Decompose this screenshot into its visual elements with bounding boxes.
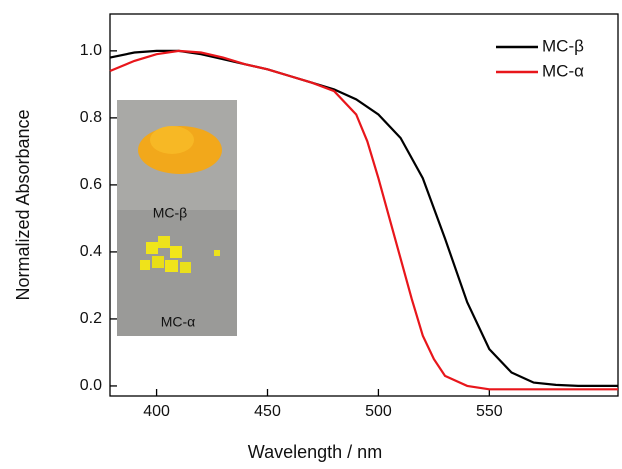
inset-photo: MC-β MC-α	[117, 100, 237, 336]
y-tick-label: 0.0	[80, 377, 102, 394]
inset-label: MC-α	[161, 314, 196, 330]
y-tick-label: 0.2	[80, 310, 102, 327]
y-tick-label: 0.4	[80, 243, 102, 260]
x-axis-label: Wavelength / nm	[248, 442, 382, 462]
y-tick-label: 1.0	[80, 42, 102, 59]
plot-frame	[109, 13, 619, 397]
y-tick-label: 0.6	[80, 176, 102, 193]
x-tick-label: 550	[476, 403, 503, 420]
inset-label: MC-β	[153, 205, 188, 221]
y-axis-label: Normalized Absorbance	[13, 109, 33, 300]
series-line	[109, 49, 618, 391]
legend-label: MC-β	[542, 36, 584, 55]
x-tick-label: 450	[254, 403, 281, 420]
x-tick-label: 400	[143, 403, 170, 420]
legend-label: MC-α	[542, 61, 584, 80]
x-tick-label: 500	[365, 403, 392, 420]
series-line	[109, 49, 618, 387]
y-tick-label: 0.8	[80, 109, 102, 126]
